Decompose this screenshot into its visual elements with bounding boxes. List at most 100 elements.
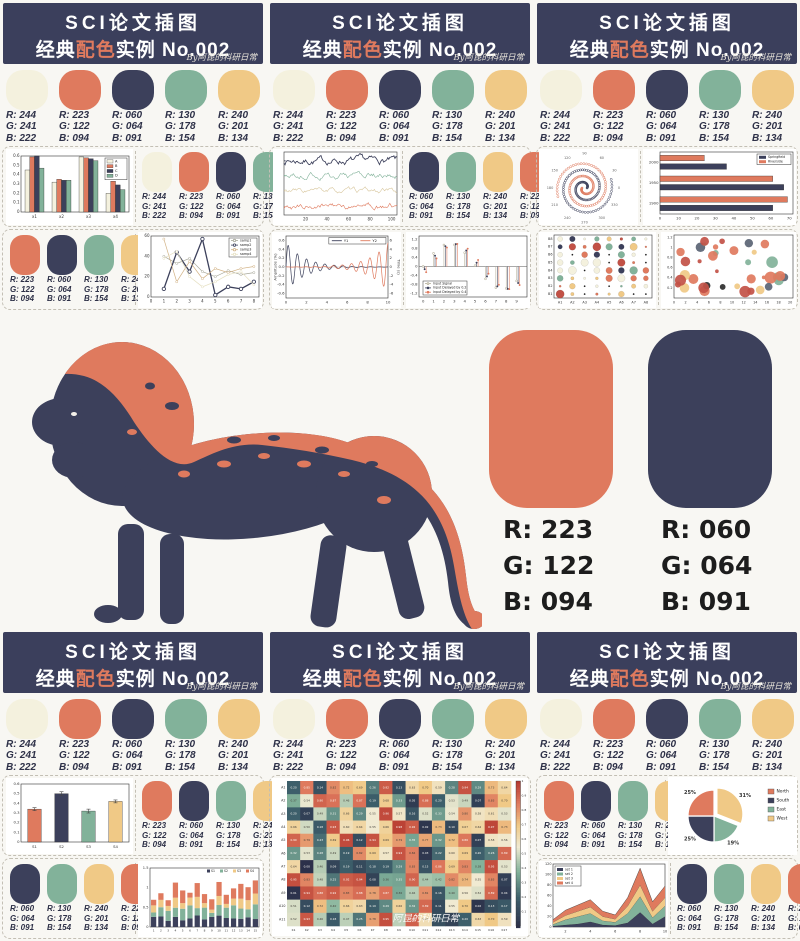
rgb-label: G: 241 bbox=[540, 750, 571, 761]
swatch-green: R: 130 G: 178 B: 154 bbox=[618, 781, 648, 850]
rgb-label: B: 091 bbox=[112, 761, 143, 773]
chart-grouped-bar bbox=[6, 149, 133, 225]
swatch-green: R: 130 G: 178 B: 154 bbox=[432, 70, 474, 144]
rgb-label: G: 122 bbox=[520, 201, 545, 211]
rgb-label: R: 223 bbox=[520, 192, 545, 201]
header-line2-highlight: 配色 bbox=[609, 669, 650, 690]
color-chip-gold bbox=[752, 699, 794, 739]
header-line2-pre: 经典 bbox=[35, 40, 76, 61]
divider bbox=[402, 151, 403, 222]
rgb-label: G: 122 bbox=[10, 284, 35, 294]
rgb-label: R: 240 bbox=[483, 192, 508, 201]
color-chip-cream bbox=[273, 70, 315, 110]
color-chip-green bbox=[699, 699, 741, 739]
swatch-green: R: 130 G: 178 B: 154 bbox=[47, 864, 77, 933]
color-chip-gold bbox=[485, 70, 527, 110]
rgb-label: R: 244 bbox=[142, 192, 167, 201]
tm_signals-canvas bbox=[273, 149, 400, 225]
rgb-label: B: 094 bbox=[520, 211, 545, 220]
header-line2-post: 实例 No.002 bbox=[649, 40, 765, 61]
panel-bottom-left: SCI论文插图 经典配色实例 No.002 By阿昆的科研日常 R: 244 G:… bbox=[0, 629, 283, 941]
rgb-label: R: 244 bbox=[540, 109, 571, 121]
rgb-label: B: 091 bbox=[409, 211, 434, 220]
divider bbox=[403, 234, 404, 305]
swatch-green: R: 130 G: 178 B: 154 bbox=[714, 864, 744, 933]
color-chip-cream bbox=[540, 699, 582, 739]
color-chip-navy bbox=[677, 864, 707, 904]
rgb-label: B: 134 bbox=[483, 211, 508, 220]
header-title-line2: 经典配色实例 No.002 bbox=[3, 664, 263, 691]
featured-swatch-navy bbox=[648, 330, 772, 508]
color-chip-coral bbox=[179, 152, 209, 192]
rgb-line: G: 064 bbox=[661, 551, 753, 580]
rgb-label: B: 094 bbox=[593, 761, 624, 773]
palette-row: R: 244 G: 241 B: 222 R: 223 G: 122 B: 094 R: 0… bbox=[3, 699, 263, 773]
header-line2-post: 实例 No.002 bbox=[382, 40, 498, 61]
swatch-green: R: 130 G: 178 B: 154 bbox=[165, 699, 207, 773]
tr_bubble-canvas bbox=[661, 232, 796, 308]
header-title-line1: SCI论文插图 bbox=[599, 13, 735, 34]
rgb-label: B: 154 bbox=[699, 132, 730, 144]
rgb-label: G: 122 bbox=[788, 913, 800, 923]
color-chip-green bbox=[714, 864, 744, 904]
rgb-label: R: 240 bbox=[253, 821, 278, 830]
rgb-label: B: 134 bbox=[84, 923, 109, 932]
rgb-label: R: 223 bbox=[179, 192, 204, 201]
panel-top-middle: SCI论文插图 经典配色实例 No.002 By阿昆的科研日常 R: 244 G:… bbox=[267, 0, 550, 312]
color-chip-gold bbox=[485, 699, 527, 739]
rgb-label: B: 134 bbox=[253, 840, 278, 849]
color-chip-coral bbox=[544, 781, 574, 821]
rgb-label: G: 178 bbox=[165, 750, 196, 761]
color-chip-coral bbox=[59, 699, 101, 739]
color-chip-coral bbox=[593, 70, 635, 110]
rgb-label: B: 222 bbox=[273, 132, 304, 144]
rgb-label: R: 130 bbox=[618, 821, 643, 830]
example-row bbox=[269, 775, 531, 939]
lion-eye bbox=[71, 412, 77, 416]
swatch-navy: R: 060 G: 064 B: 091 bbox=[646, 699, 688, 773]
chart-horizontal-bars bbox=[643, 149, 796, 225]
rgb-label: B: 222 bbox=[540, 132, 571, 144]
rgb-label: R: 130 bbox=[432, 738, 463, 750]
rgb-label: B: 094 bbox=[788, 923, 800, 932]
color-chip-coral bbox=[788, 864, 800, 904]
rgb-label: G: 201 bbox=[655, 830, 679, 840]
header-title-line2: 经典配色实例 No.002 bbox=[270, 35, 530, 62]
rgb-label: B: 154 bbox=[165, 761, 196, 773]
divider bbox=[135, 151, 136, 222]
rgb-label: R: 240 bbox=[485, 109, 516, 121]
header-line2-highlight: 配色 bbox=[609, 40, 650, 61]
rgb-label: R: 130 bbox=[699, 738, 730, 750]
rgb-label: B: 091 bbox=[47, 294, 72, 303]
color-chip-gold bbox=[483, 152, 513, 192]
featured-rgb-coral: R: 223 G: 122 B: 094 bbox=[503, 512, 594, 620]
color-chip-green bbox=[165, 70, 207, 110]
rgb-label: G: 201 bbox=[752, 121, 783, 132]
lion-illustration bbox=[32, 342, 482, 629]
example-row bbox=[536, 229, 798, 310]
rgb-label: G: 201 bbox=[485, 750, 516, 761]
rgb-label: G: 064 bbox=[646, 750, 677, 761]
rgb-label: R: 223 bbox=[59, 109, 90, 121]
color-chip-coral bbox=[326, 699, 368, 739]
swatch-cream: R: 244 G: 241 B: 222 bbox=[142, 152, 172, 221]
rgb-label: B: 134 bbox=[485, 132, 516, 144]
example-row: R: 244 G: 241 B: 222 R: 223 G: 122 B: 094 R: 0… bbox=[2, 146, 283, 227]
header-title-line2: 经典配色实例 No.002 bbox=[537, 664, 797, 691]
rgb-label: G: 241 bbox=[142, 201, 167, 211]
rgb-label: G: 241 bbox=[6, 750, 37, 761]
rgb-label: B: 154 bbox=[714, 923, 739, 932]
swatch-cream: R: 244 G: 241 B: 222 bbox=[6, 699, 48, 773]
header-title-line1: SCI论文插图 bbox=[65, 642, 201, 663]
rgb-label: B: 222 bbox=[6, 132, 37, 144]
tl_lines-canvas bbox=[138, 232, 262, 308]
rgb-label: B: 154 bbox=[216, 840, 241, 849]
rgb-label: B: 154 bbox=[47, 923, 72, 932]
